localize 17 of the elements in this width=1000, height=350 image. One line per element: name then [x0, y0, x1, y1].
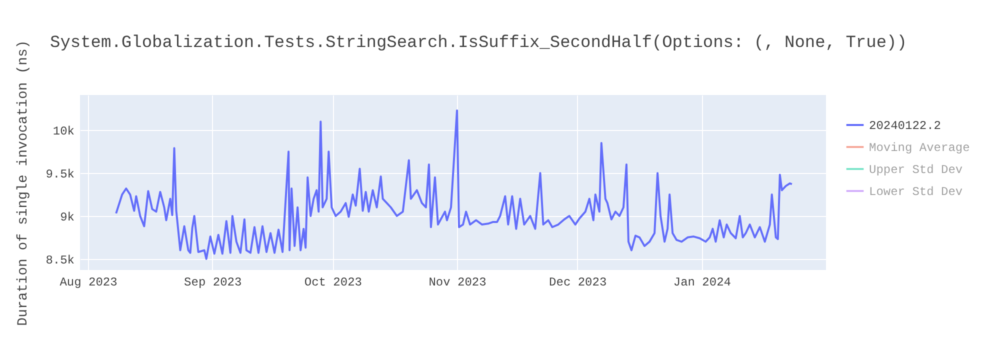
x-tick-label: Aug 2023 [60, 276, 118, 290]
x-tick-label: Oct 2023 [304, 276, 362, 290]
x-tick-label: Dec 2023 [549, 276, 607, 290]
legend-label: Moving Average [869, 141, 970, 155]
legend-label: 20240122.2 [869, 119, 942, 133]
line-series [115, 109, 793, 260]
y-tick-label: 9.5k [46, 168, 74, 182]
legend-label: Upper Std Dev [869, 163, 963, 177]
y-tick-label: 8.5k [46, 253, 74, 268]
chart-title: System.Globalization.Tests.StringSearch.IsSuffix_SecondHalf(Options: (, None, True)) [50, 34, 907, 53]
y-axis-title: Duration of single invocation (ns) [16, 40, 32, 326]
x-tick-label: Sep 2023 [184, 276, 242, 290]
y-tick-label: 9k [60, 210, 74, 224]
x-tick-label: Jan 2024 [673, 276, 731, 290]
y-tick-label: 10k [52, 124, 74, 139]
legend-label: Lower Std Dev [869, 185, 963, 199]
x-tick-label: Nov 2023 [428, 276, 486, 290]
